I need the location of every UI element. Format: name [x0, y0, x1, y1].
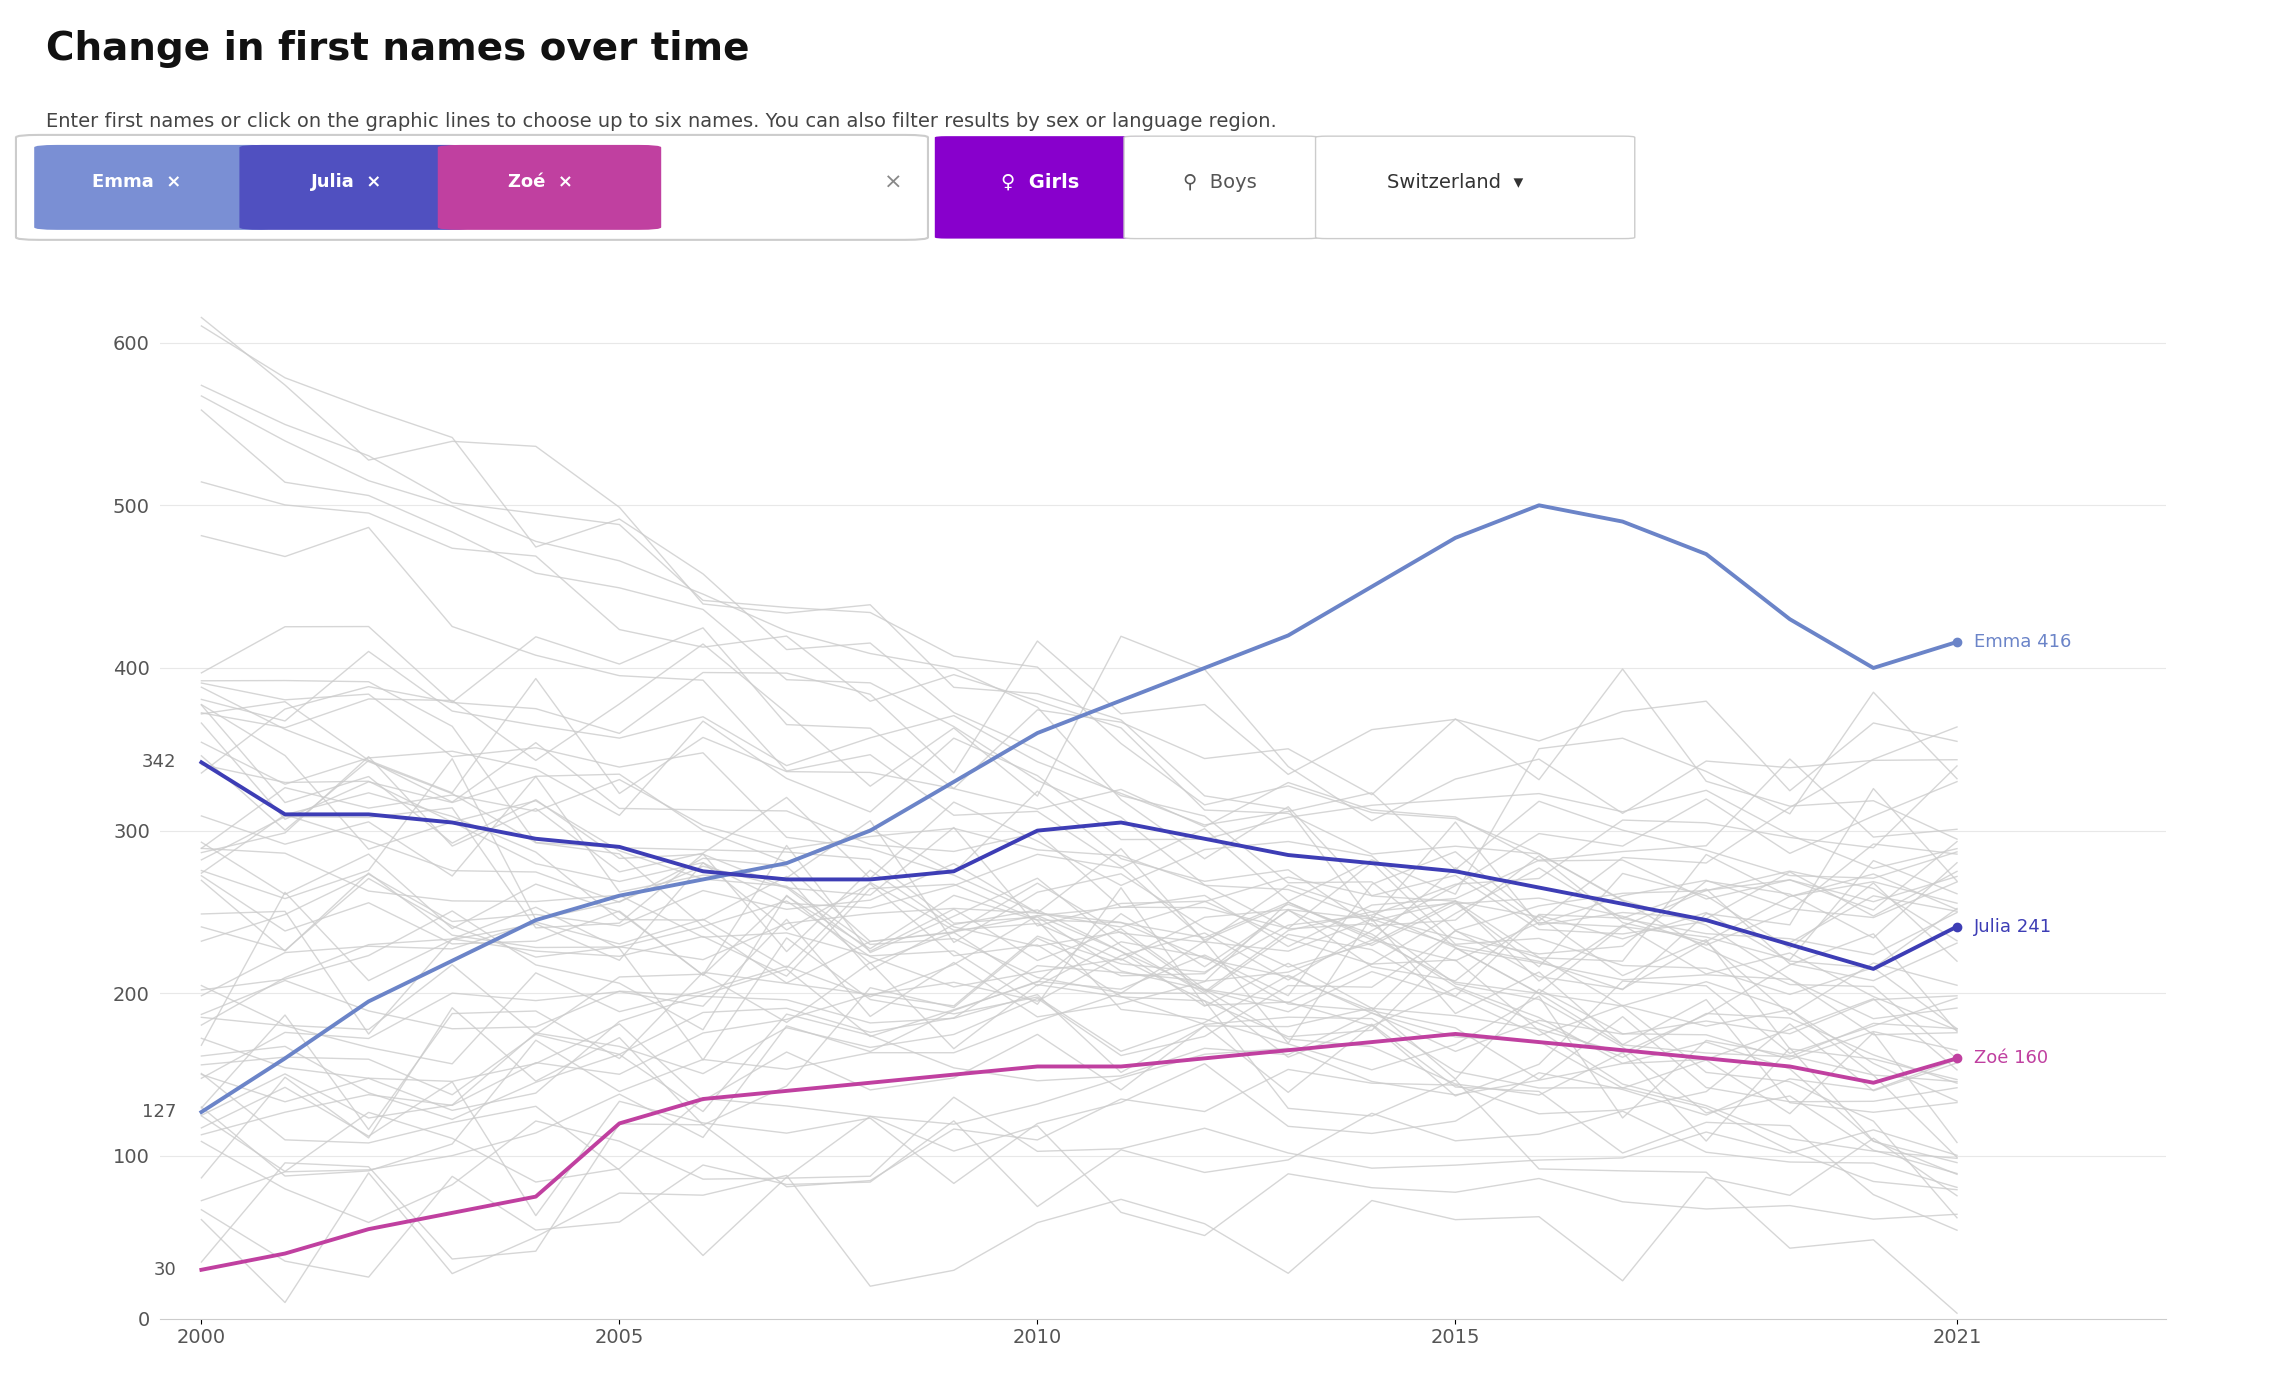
Text: 342: 342 — [141, 754, 176, 772]
Text: Zoé 160: Zoé 160 — [1974, 1049, 2047, 1067]
Text: Julia  ×: Julia × — [310, 174, 383, 192]
FancyBboxPatch shape — [239, 144, 472, 230]
Text: Emma  ×: Emma × — [91, 174, 182, 192]
Text: Switzerland  ▾: Switzerland ▾ — [1386, 174, 1523, 192]
Text: Emma 416: Emma 416 — [1974, 633, 2070, 651]
Text: ♀  Girls: ♀ Girls — [1001, 174, 1078, 192]
Text: ⚲  Boys: ⚲ Boys — [1183, 174, 1256, 192]
Text: Enter first names or click on the graphic lines to choose up to six names. You c: Enter first names or click on the graphi… — [46, 112, 1277, 132]
FancyBboxPatch shape — [16, 135, 928, 240]
Text: Change in first names over time: Change in first names over time — [46, 31, 750, 68]
FancyBboxPatch shape — [1316, 136, 1635, 239]
Text: Zoé  ×: Zoé × — [508, 174, 572, 192]
FancyBboxPatch shape — [1124, 136, 1318, 239]
FancyBboxPatch shape — [438, 144, 661, 230]
Text: 127: 127 — [141, 1103, 176, 1122]
FancyBboxPatch shape — [935, 136, 1145, 239]
Text: ×: × — [885, 172, 903, 193]
Text: Julia 241: Julia 241 — [1974, 917, 2052, 936]
Text: 30: 30 — [153, 1260, 176, 1278]
FancyBboxPatch shape — [34, 144, 274, 230]
